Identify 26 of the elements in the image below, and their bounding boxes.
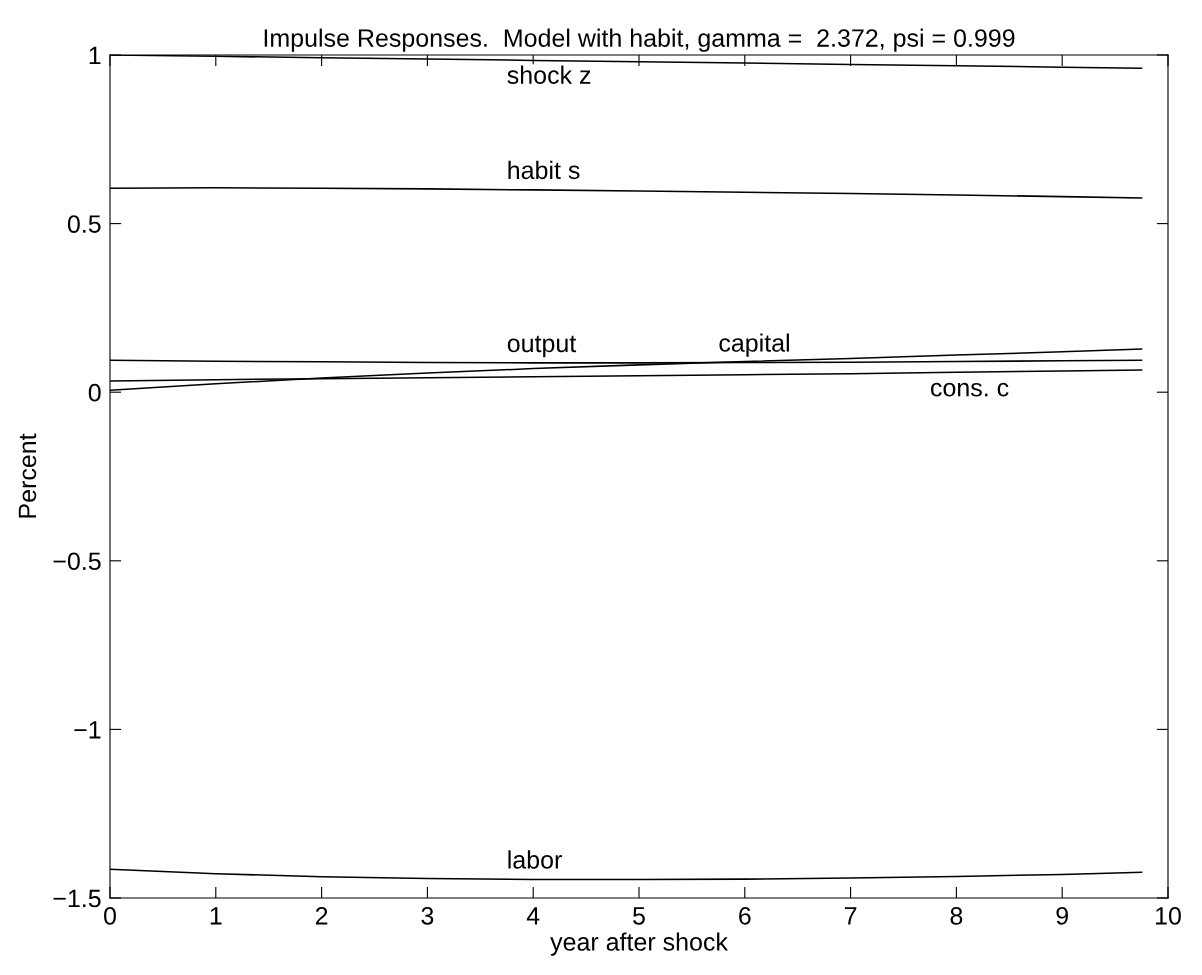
y-tick-label: −1 [74, 721, 101, 739]
series-label: habit s [508, 160, 580, 180]
legend-label: shock z [507, 65, 591, 84]
y-tick-label: 0 [88, 383, 101, 402]
x-tick-label: 5 [633, 907, 645, 925]
series-label: labor [508, 850, 562, 869]
series-label: output [507, 335, 577, 358]
series-label: capital [719, 333, 789, 357]
y-tick-label: −0.5 [53, 552, 101, 571]
x-tick-label: 2 [315, 906, 328, 925]
x-tick-label: 8 [950, 906, 963, 925]
y-tick-label: −1.5 [53, 889, 101, 908]
x-tick-label: 3 [421, 906, 434, 925]
x-tick-label: 9 [1056, 906, 1068, 925]
y-tick-label: 1 [89, 46, 101, 65]
y-axis-title: Percent [18, 433, 37, 518]
x-tick-label: 0 [104, 906, 116, 925]
series-label: cons. c [931, 382, 1009, 397]
x-tick-label: 10 [1156, 906, 1181, 925]
x-tick-label: 6 [739, 906, 751, 925]
x-axis-title: year after shock [550, 932, 728, 956]
x-tick-label: 4 [526, 907, 540, 925]
y-tick-label: 0.5 [67, 215, 101, 233]
chart-title: Impulse Responses. Model with habit, gamma = 2.372, psi = 0.999 [264, 28, 1015, 52]
x-tick-label: 7 [844, 907, 857, 925]
x-tick-label: 1 [210, 907, 222, 925]
